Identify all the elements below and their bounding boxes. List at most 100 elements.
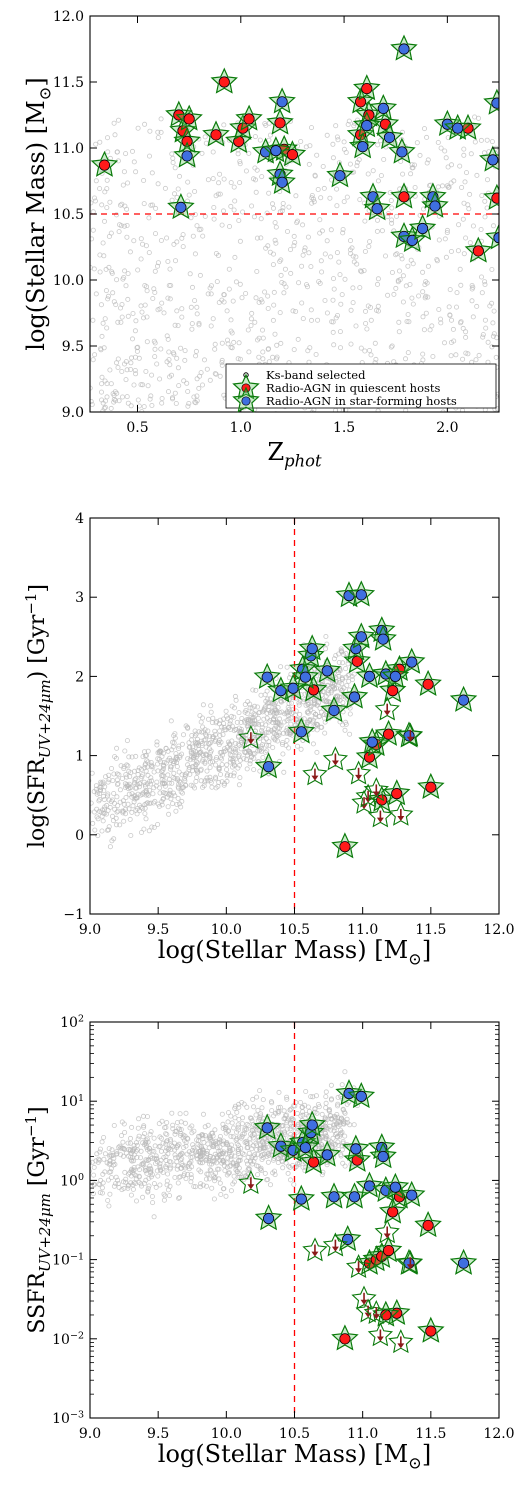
ks-band-point — [172, 165, 178, 171]
ks-band-point — [234, 1109, 240, 1115]
ks-band-point — [135, 1125, 141, 1131]
ks-band-point — [482, 198, 488, 204]
ks-band-point — [222, 1124, 228, 1130]
y-tick-label: 11.5 — [53, 75, 84, 91]
ks-band-point — [218, 1192, 224, 1198]
ks-band-point — [263, 736, 269, 742]
ks-band-point — [146, 153, 152, 159]
ks-band-point — [236, 1117, 242, 1123]
ks-band-point — [270, 745, 276, 751]
ks-band-point — [236, 1158, 242, 1164]
ks-band-point — [151, 1135, 157, 1141]
ks-band-point — [482, 279, 488, 285]
ks-band-point — [119, 201, 125, 207]
ks-band-point — [340, 722, 346, 728]
ks-band-point — [389, 343, 395, 349]
ks-band-point — [142, 805, 148, 811]
ks-band-point — [201, 1139, 207, 1145]
ks-band-point — [94, 814, 100, 820]
ks-band-point — [287, 1177, 293, 1183]
ks-band-point — [220, 732, 226, 738]
ks-band-point — [200, 784, 206, 790]
ks-band-point — [120, 1139, 126, 1145]
quiescent-dot — [425, 781, 437, 793]
ks-band-point — [143, 284, 149, 290]
ks-band-point — [205, 716, 211, 722]
ks-band-point — [290, 1117, 296, 1123]
ks-band-point — [189, 321, 195, 327]
upper-limit-marker — [388, 801, 414, 826]
ks-band-point — [400, 171, 406, 177]
ks-band-point — [153, 205, 159, 211]
ks-band-point — [108, 1169, 114, 1175]
ks-band-point — [257, 1116, 263, 1122]
ks-band-point — [102, 404, 108, 410]
ks-band-point — [469, 298, 475, 304]
ks-band-point — [461, 152, 467, 158]
ks-band-point — [231, 762, 237, 768]
ks-band-point — [122, 1169, 128, 1175]
ks-band-point — [427, 327, 433, 333]
x-tick-label: 10.5 — [279, 922, 310, 938]
ks-band-point — [218, 749, 224, 755]
ks-band-point — [326, 1107, 332, 1113]
ks-band-point — [478, 226, 484, 232]
ks-band-point — [99, 374, 105, 380]
ks-band-point — [210, 1141, 216, 1147]
ks-band-point — [226, 137, 232, 143]
ks-band-point — [138, 382, 144, 388]
ks-band-point — [294, 218, 300, 224]
legend-box — [225, 363, 497, 409]
quiescent-dot — [307, 1156, 320, 1168]
ks-band-point — [98, 787, 104, 793]
ks-band-point — [242, 1125, 248, 1131]
ks-band-point — [182, 1163, 188, 1169]
star-forming-dot — [350, 1143, 362, 1155]
ks-band-point — [91, 809, 97, 815]
ks-band-point — [151, 338, 157, 344]
ks-band-point — [158, 346, 164, 352]
ks-band-point — [278, 723, 284, 729]
ks-band-point — [182, 776, 188, 782]
ks-band-point — [312, 172, 318, 178]
ks-band-point — [340, 1160, 346, 1166]
ks-band-point — [102, 189, 108, 195]
ks-band-point — [438, 320, 444, 326]
ks-band-point — [169, 1110, 175, 1116]
ks-band-point — [298, 421, 302, 425]
ks-band-point — [174, 802, 180, 808]
arrow-head — [247, 739, 255, 745]
ks-band-point — [204, 752, 210, 758]
ks-band-point — [111, 836, 117, 842]
ks-band-point — [402, 356, 408, 362]
ks-band-point — [350, 300, 356, 306]
ks-band-point — [242, 709, 248, 715]
ks-band-point — [238, 1145, 244, 1151]
ks-band-point — [470, 223, 476, 229]
ks-band-point — [209, 1158, 215, 1164]
ks-band-point — [469, 286, 475, 292]
ks-band-point — [162, 1125, 168, 1131]
ks-band-point — [227, 772, 233, 778]
ks-band-point — [485, 339, 491, 345]
ks-band-point — [243, 168, 249, 174]
ks-band-point — [163, 760, 169, 766]
ks-band-point — [271, 716, 277, 722]
ks-band-point — [165, 1187, 171, 1193]
ks-band-point — [105, 791, 111, 797]
ks-band-point — [205, 1122, 211, 1128]
ks-band-point — [172, 1131, 178, 1137]
ks-band-point — [125, 296, 131, 302]
ks-band-point — [169, 780, 175, 786]
ks-band-point — [331, 286, 337, 292]
ks-band-point — [205, 728, 211, 734]
ks-band-point — [319, 1111, 325, 1117]
ks-band-point — [174, 239, 180, 245]
ks-band-point — [317, 217, 323, 223]
ks-band-point — [142, 782, 148, 788]
ks-band-point — [249, 1146, 255, 1152]
ks-band-point — [372, 340, 378, 346]
ks-band-point — [459, 184, 465, 190]
upper-limit-marker — [374, 1219, 400, 1244]
ks-band-point — [309, 200, 315, 206]
